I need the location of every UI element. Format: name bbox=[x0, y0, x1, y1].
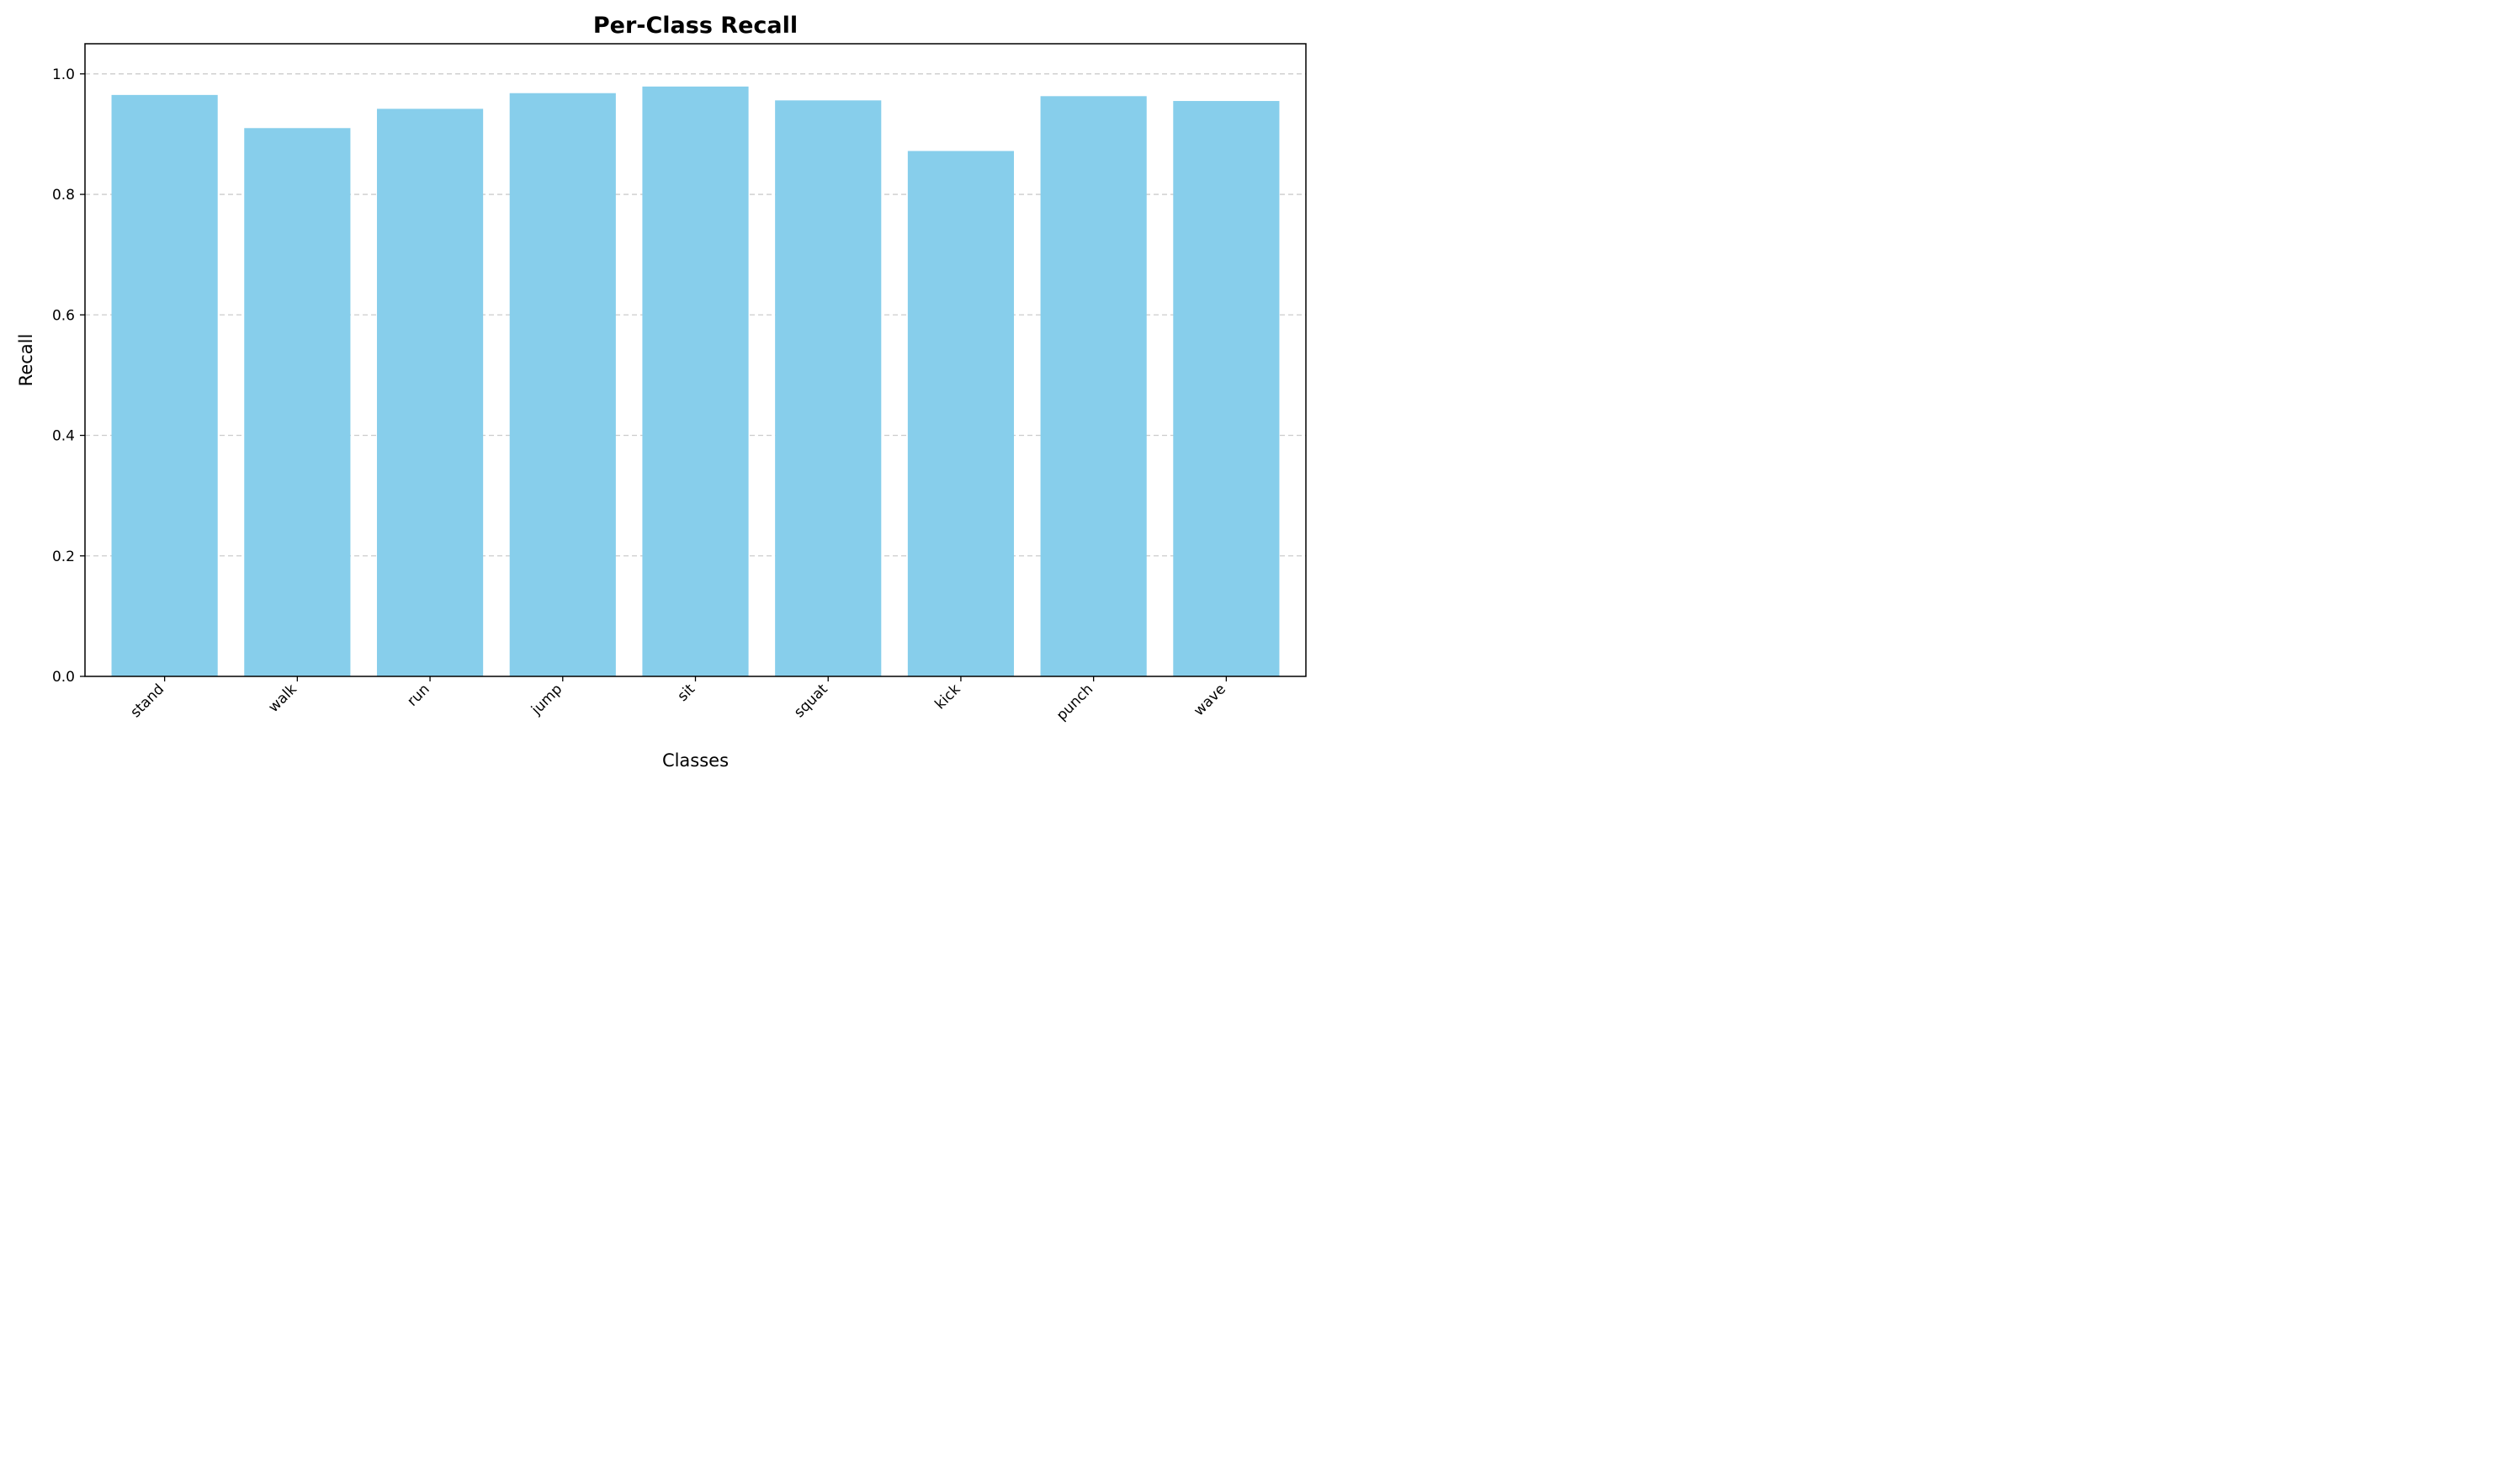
y-tick-label: 0.0 bbox=[52, 669, 75, 686]
x-tick-label: wave bbox=[1191, 681, 1229, 719]
x-tick-label: squat bbox=[791, 681, 831, 721]
x-tick-label: walk bbox=[265, 681, 300, 716]
bar-walk bbox=[244, 128, 351, 676]
x-tick-label: jump bbox=[528, 681, 565, 718]
x-tick-label: sit bbox=[675, 681, 699, 705]
bar-kick bbox=[907, 151, 1015, 676]
bar-punch bbox=[1040, 96, 1147, 676]
bar-sit bbox=[642, 86, 749, 676]
bar-wave bbox=[1173, 101, 1280, 677]
x-tick-label: punch bbox=[1053, 681, 1096, 723]
x-tick-label: run bbox=[404, 681, 432, 709]
y-tick-label: 0.2 bbox=[52, 549, 75, 565]
bar-chart: 0.0 0.2 0.4 0.6 0.8 1.0 stand walk run jump sit sq… bbox=[16, 13, 1307, 771]
y-ticks: 0.0 0.2 0.4 0.6 0.8 1.0 bbox=[52, 66, 85, 686]
y-axis-label: Recall bbox=[16, 334, 36, 387]
bars bbox=[111, 86, 1280, 677]
chart-root: 0.0 0.2 0.4 0.6 0.8 1.0 stand walk run jump sit sq… bbox=[0, 0, 1319, 780]
x-ticks: stand walk run jump sit squat kick punch wave bbox=[127, 676, 1229, 724]
x-tick-label: kick bbox=[931, 681, 963, 713]
x-tick-label: stand bbox=[127, 681, 167, 721]
bar-run bbox=[376, 109, 484, 676]
y-tick-label: 1.0 bbox=[52, 66, 75, 83]
bar-stand bbox=[111, 94, 218, 676]
y-tick-label: 0.8 bbox=[52, 187, 75, 204]
y-tick-label: 0.6 bbox=[52, 307, 75, 324]
y-tick-label: 0.4 bbox=[52, 428, 75, 445]
bar-squat bbox=[775, 100, 882, 677]
x-axis-label: Classes bbox=[662, 750, 729, 771]
bar-jump bbox=[509, 93, 616, 677]
chart-title: Per-Class Recall bbox=[593, 13, 798, 39]
